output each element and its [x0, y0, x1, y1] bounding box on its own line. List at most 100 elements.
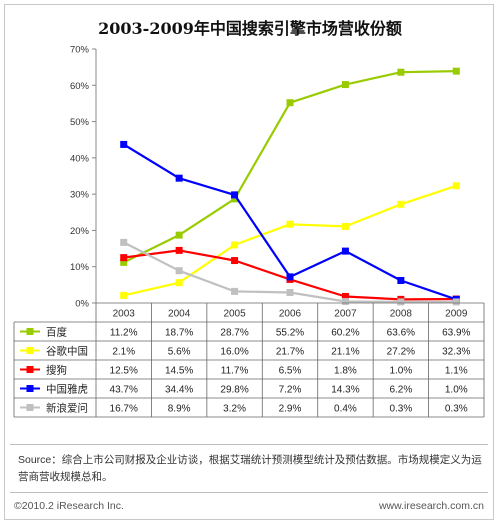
data-label: 0.3%	[389, 403, 412, 414]
legend-marker	[26, 404, 34, 411]
data-label: 21.7%	[276, 346, 304, 357]
series-point	[175, 174, 183, 182]
data-label: 2.1%	[112, 346, 135, 357]
chart-title: 2003-2009年中国搜索引擎市场营收份额	[98, 19, 402, 38]
series-point	[175, 231, 183, 239]
series-point	[120, 254, 128, 262]
copyright-text: ©2010.2 iResearch Inc.	[14, 500, 124, 512]
series-point	[397, 200, 405, 208]
series-point	[120, 291, 128, 299]
series-point	[341, 81, 349, 89]
data-label: 1.0%	[389, 365, 412, 376]
data-label: 18.7%	[165, 327, 193, 338]
y-tick-label: 0%	[75, 299, 89, 310]
x-tick-label: 2004	[168, 309, 191, 320]
legend-label: 中国雅虎	[46, 383, 88, 396]
series-point	[286, 288, 294, 296]
data-label: 1.0%	[445, 384, 468, 395]
series-point	[120, 258, 128, 266]
series-point	[341, 292, 349, 300]
data-label: 63.6%	[387, 327, 415, 338]
x-tick-label: 2009	[445, 309, 468, 320]
series-point	[397, 298, 405, 306]
data-label: 14.5%	[165, 365, 193, 376]
y-tick-label: 30%	[70, 190, 90, 201]
series-point	[341, 247, 349, 255]
series-point	[286, 273, 294, 281]
data-label: 55.2%	[276, 327, 304, 338]
y-tick-label: 40%	[70, 153, 90, 164]
data-label: 16.0%	[220, 346, 248, 357]
series-point	[231, 191, 239, 199]
data-table: 2003 2004 2005 2006 2007 2008 2009 百度 11.2% 18.7%…	[13, 302, 485, 418]
series-lines	[120, 67, 460, 306]
data-label: 2.9%	[279, 403, 302, 414]
series-point	[341, 222, 349, 230]
series-point	[397, 68, 405, 76]
series-point	[120, 238, 128, 246]
series-point	[231, 195, 239, 203]
data-label: 27.2%	[387, 346, 415, 357]
series-point	[175, 267, 183, 275]
legend-label: 搜狗	[46, 364, 67, 377]
series-point	[341, 298, 349, 306]
series-point	[120, 140, 128, 148]
series-point	[231, 287, 239, 295]
data-label: 3.2%	[223, 403, 246, 414]
data-label: 14.3%	[331, 384, 359, 395]
data-label: 1.8%	[334, 365, 357, 376]
legend-label: 新浪爱问	[46, 402, 88, 415]
data-label: 29.8%	[220, 384, 248, 395]
x-tick-label: 2008	[390, 309, 413, 320]
data-label: 60.2%	[331, 327, 359, 338]
data-label: 63.9%	[442, 327, 470, 338]
data-label: 21.1%	[331, 346, 359, 357]
series-point	[231, 257, 239, 265]
data-label: 8.9%	[168, 403, 191, 414]
y-tick-label: 60%	[70, 81, 90, 92]
data-label: 34.4%	[165, 384, 193, 395]
series-point	[286, 99, 294, 107]
series-point	[231, 241, 239, 249]
data-label: 43.7%	[110, 384, 138, 395]
data-label: 5.6%	[168, 346, 191, 357]
legend-marker	[26, 366, 34, 373]
data-label: 16.7%	[110, 403, 138, 414]
y-tick-label: 50%	[70, 117, 90, 128]
source-divider	[10, 444, 488, 445]
series-point	[175, 246, 183, 254]
series-point	[452, 182, 460, 190]
data-label: 7.2%	[279, 384, 302, 395]
data-label: 6.2%	[389, 384, 412, 395]
data-label: 6.5%	[279, 365, 302, 376]
series-point	[452, 298, 460, 306]
data-label: 28.7%	[220, 327, 248, 338]
footer-divider	[10, 492, 488, 493]
series-point	[397, 277, 405, 285]
data-label: 11.7%	[221, 365, 249, 376]
data-label: 12.5%	[110, 365, 138, 376]
series-point	[452, 67, 460, 75]
y-tick-label: 10%	[70, 262, 90, 273]
x-tick-label: 2007	[334, 309, 357, 320]
data-label: 0.3%	[445, 403, 468, 414]
y-tick-label: 70%	[70, 45, 90, 56]
legend-marker	[26, 347, 34, 354]
legend-marker	[26, 385, 34, 392]
data-label: 11.2%	[110, 327, 138, 338]
legend-label: 百度	[46, 326, 67, 339]
axis-layer: 0% 10% 20% 30% 40% 50% 60% 70%	[70, 45, 97, 310]
series-point	[175, 279, 183, 287]
x-tick-label: 2003	[113, 309, 136, 320]
legend-marker	[26, 328, 34, 335]
data-label: 0.4%	[334, 403, 357, 414]
legend-label: 谷歌中国	[46, 345, 88, 358]
data-label: 1.1%	[445, 365, 468, 376]
y-tick-label: 20%	[70, 226, 90, 237]
data-label: 32.3%	[442, 346, 470, 357]
website-link[interactable]: www.iresearch.com.cn	[378, 500, 484, 512]
series-point	[286, 220, 294, 228]
chart-frame	[4, 4, 494, 520]
source-note: Source：综合上市公司财报及企业访谈，根据艾瑞统计预测模型统计及预估数据。市…	[18, 454, 482, 483]
